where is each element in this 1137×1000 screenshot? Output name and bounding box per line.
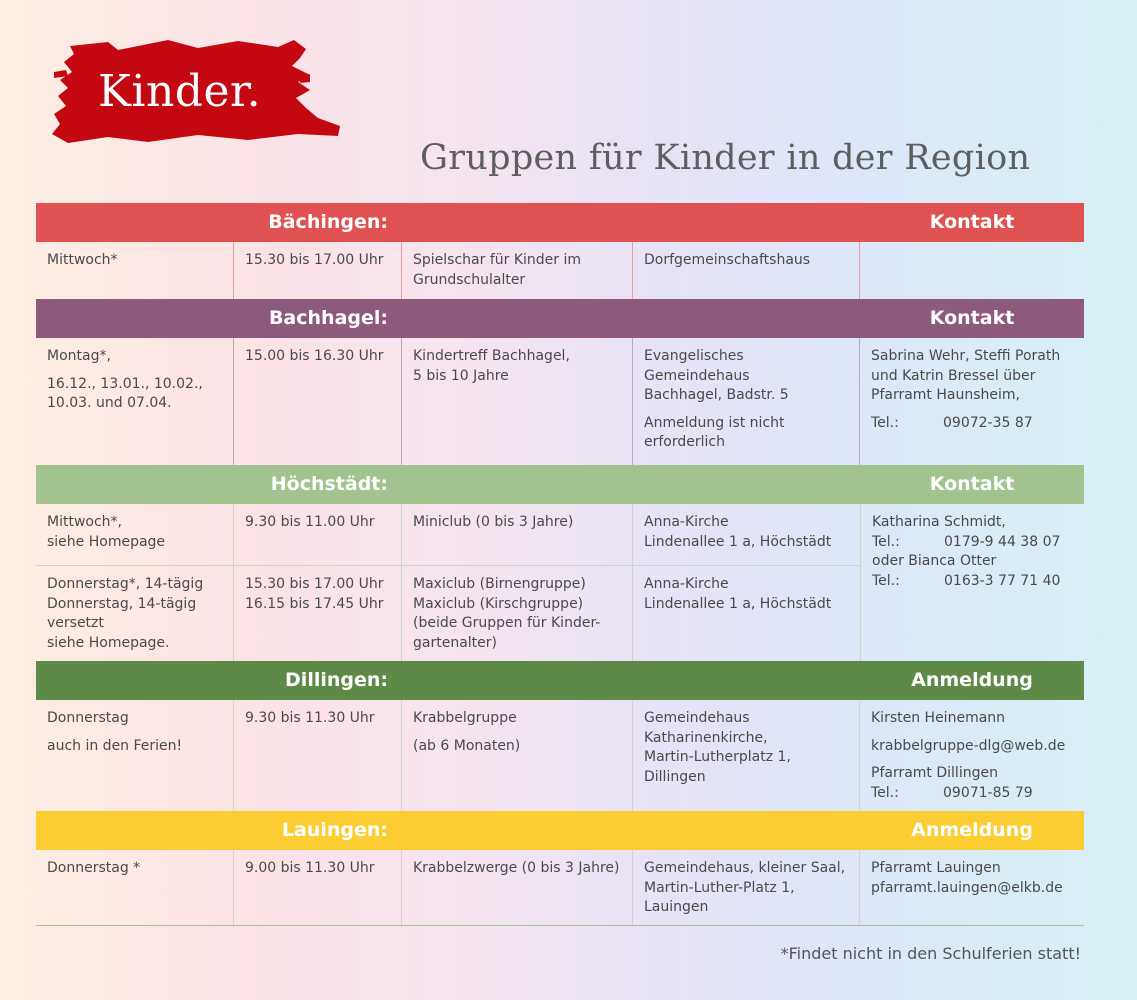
- contact-cell: Sabrina Wehr, Steffi Porath und Katrin B…: [860, 338, 1084, 465]
- place-name: Höchstädt:: [270, 473, 388, 495]
- contact-label: Kontakt: [929, 307, 1015, 329]
- table-row: Donnerstag auch in den Ferien! 9.30 bis …: [36, 700, 1084, 811]
- contact-cell: Pfarramt Lauingen pfarramt.lauingen@elkb…: [860, 850, 1084, 925]
- time-cell: 9.30 bis 11.30 Uhr: [234, 700, 402, 811]
- email-link[interactable]: pfarramt.lauingen@elkb.de: [871, 879, 1063, 896]
- table-row: Donnerstag*, 14-tägig Donnerstag, 14-täg…: [36, 566, 860, 661]
- contact-cell: Katharina Schmidt, Tel.: 0179-9 44 38 07 …: [860, 504, 1084, 661]
- place-name: Bächingen:: [268, 211, 388, 233]
- contact-cell: [860, 242, 1084, 299]
- day-cell: Mittwoch*, siehe Homepage: [36, 504, 234, 565]
- table-row: Mittwoch*, siehe Homepage 9.30 bis 11.00…: [36, 504, 860, 566]
- phone-line: Tel.: 0179-9 44 38 07: [872, 533, 1061, 550]
- contact-cell: Kirsten Heinemann krabbelgruppe-dlg@web.…: [860, 700, 1084, 811]
- location-cell: Dorfgemeinschaftshaus: [633, 242, 860, 299]
- day-cell: Donnerstag*, 14-tägig Donnerstag, 14-täg…: [36, 566, 234, 661]
- group-cell: Kindertreff Bachhagel, 5 bis 10 Jahre: [402, 338, 633, 465]
- place-name: Lauingen:: [281, 819, 388, 841]
- time-cell: 15.00 bis 16.30 Uhr: [234, 338, 402, 465]
- section-header-baechingen: Bächingen: Kontakt: [36, 203, 1084, 242]
- section-header-lauingen: Lauingen: Anmeldung: [36, 811, 1084, 850]
- hoechstaedt-block: Mittwoch*, siehe Homepage 9.30 bis 11.00…: [36, 504, 1084, 661]
- section-header-hoechstaedt: Höchstädt: Kontakt: [36, 465, 1084, 504]
- contact-label: Kontakt: [929, 473, 1015, 495]
- group-cell: Spielschar für Kinder im Grundschulalter: [402, 242, 633, 299]
- place-name: Bachhagel:: [268, 307, 388, 329]
- group-cell: Miniclub (0 bis 3 Jahre): [402, 504, 633, 565]
- group-cell: Maxiclub (Birnengruppe) Maxiclub (Kirsch…: [402, 566, 633, 661]
- day-cell: Mittwoch*: [36, 242, 234, 299]
- group-cell: Krabbelgruppe (ab 6 Monaten): [402, 700, 633, 811]
- table-row: Donnerstag * 9.00 bis 11.30 Uhr Krabbelz…: [36, 850, 1084, 926]
- email-link[interactable]: krabbelgruppe-dlg@web.de: [871, 737, 1066, 754]
- table-row: Mittwoch* 15.30 bis 17.00 Uhr Spielschar…: [36, 242, 1084, 299]
- day-cell: Donnerstag auch in den Ferien!: [36, 700, 234, 811]
- section-header-bachhagel: Bachhagel: Kontakt: [36, 299, 1084, 338]
- time-cell: 9.00 bis 11.30 Uhr: [234, 850, 402, 925]
- table-row: Montag*, 16.12., 13.01., 10.02., 10.03. …: [36, 338, 1084, 465]
- contact-label: Anmeldung: [911, 669, 1033, 691]
- location-cell: Anna-Kirche Lindenallee 1 a, Höchstädt: [644, 514, 832, 550]
- logo-word: Kinder.: [98, 66, 262, 117]
- schedule-table: Bächingen: Kontakt Mittwoch* 15.30 bis 1…: [36, 203, 1084, 926]
- time-cell: 9.30 bis 11.00 Uhr: [234, 504, 402, 565]
- place-name: Dillingen:: [285, 669, 388, 691]
- phone-line: Tel.: 09071-85 79: [871, 784, 1033, 801]
- phone-line: Tel.: 0163-3 77 71 40: [872, 572, 1061, 589]
- group-cell: Krabbelzwerge (0 bis 3 Jahre): [402, 850, 633, 925]
- time-cell: 15.30 bis 17.00 Uhr 16.15 bis 17.45 Uhr: [234, 566, 402, 661]
- location-cell: Anna-Kirche Lindenallee 1 a, Höchstädt: [644, 576, 832, 612]
- location-cell: Evangelisches Gemeindehaus Bachhagel, Ba…: [633, 338, 860, 465]
- kinder-brush-logo: [52, 40, 340, 143]
- footnote: *Findet nicht in den Schulferien statt!: [780, 944, 1081, 963]
- section-header-dillingen: Dillingen: Anmeldung: [36, 661, 1084, 700]
- day-cell: Montag*, 16.12., 13.01., 10.02., 10.03. …: [36, 338, 234, 465]
- location-cell: Gemeindehaus, kleiner Saal, Martin-Luthe…: [633, 850, 860, 925]
- phone-line: Tel.: 09072-35 87: [871, 414, 1033, 431]
- day-cell: Donnerstag *: [36, 850, 234, 925]
- time-cell: 15.30 bis 17.00 Uhr: [234, 242, 402, 299]
- contact-label: Anmeldung: [911, 819, 1033, 841]
- contact-label: Kontakt: [929, 211, 1015, 233]
- location-cell: Gemeindehaus Katharinenkirche, Martin-Lu…: [633, 700, 860, 811]
- page-title: Gruppen für Kinder in der Region: [420, 138, 1031, 178]
